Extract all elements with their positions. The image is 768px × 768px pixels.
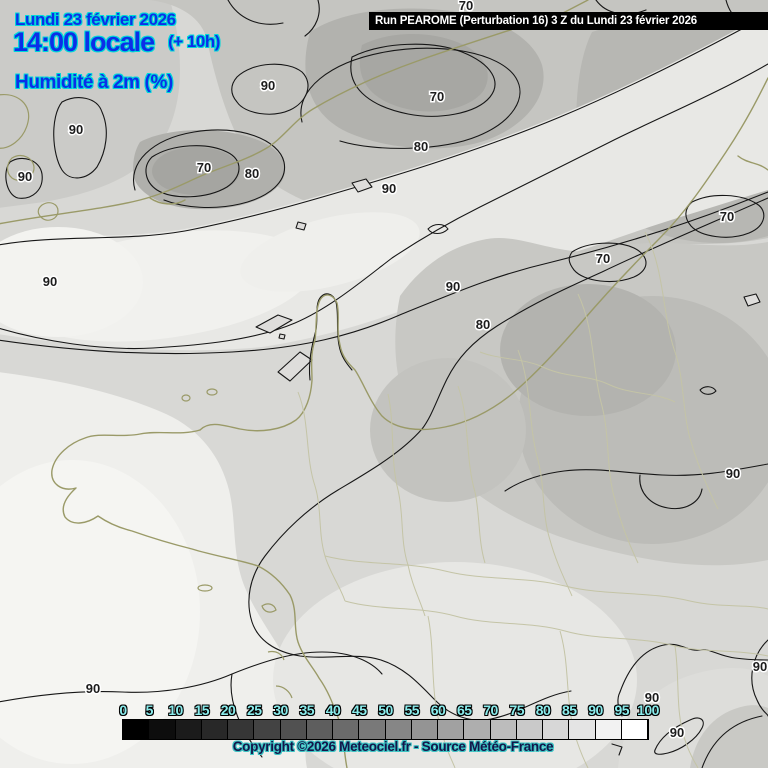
contour-label: 90 [753, 659, 767, 674]
contour-label: 80 [414, 139, 428, 154]
time-value: 14:00 locale [13, 27, 155, 57]
run-info-bar: Run PEAROME (Perturbation 16) 3 Z du Lun… [369, 12, 768, 30]
contour-label: 90 [726, 466, 740, 481]
contour-label: 80 [245, 166, 259, 181]
contour-label: 80 [476, 317, 490, 332]
time-label: 14:00 locale (+ 10h) [13, 27, 220, 58]
contour-label: 70 [596, 251, 610, 266]
contour-label: 90 [382, 181, 396, 196]
contour-labels: 90 90 90 70 70 80 70 80 90 70 70 90 80 90 90 90 90 90 90 [16, 0, 768, 742]
contour-label: 90 [261, 78, 275, 93]
copyright-label: Copyright ©2026 Meteociel.fr - Source Mé… [232, 739, 554, 754]
contour-label: 90 [446, 279, 460, 294]
contour-label: 90 [69, 122, 83, 137]
contour-label: 90 [18, 169, 32, 184]
contour-label: 70 [720, 209, 734, 224]
time-offset-label: (+ 10h) [168, 32, 220, 51]
contour-label: 70 [430, 89, 444, 104]
contour-label: 90 [43, 274, 57, 289]
date-label: Lundi 23 février 2026 [15, 10, 176, 29]
contour-label: 90 [86, 681, 100, 696]
contour-label: 70 [197, 160, 211, 175]
contour-label: 90 [645, 690, 659, 705]
contour-label: 90 [670, 725, 684, 740]
contour-label: 70 [459, 0, 473, 13]
variable-label: Humidité à 2m (%) [15, 72, 173, 93]
